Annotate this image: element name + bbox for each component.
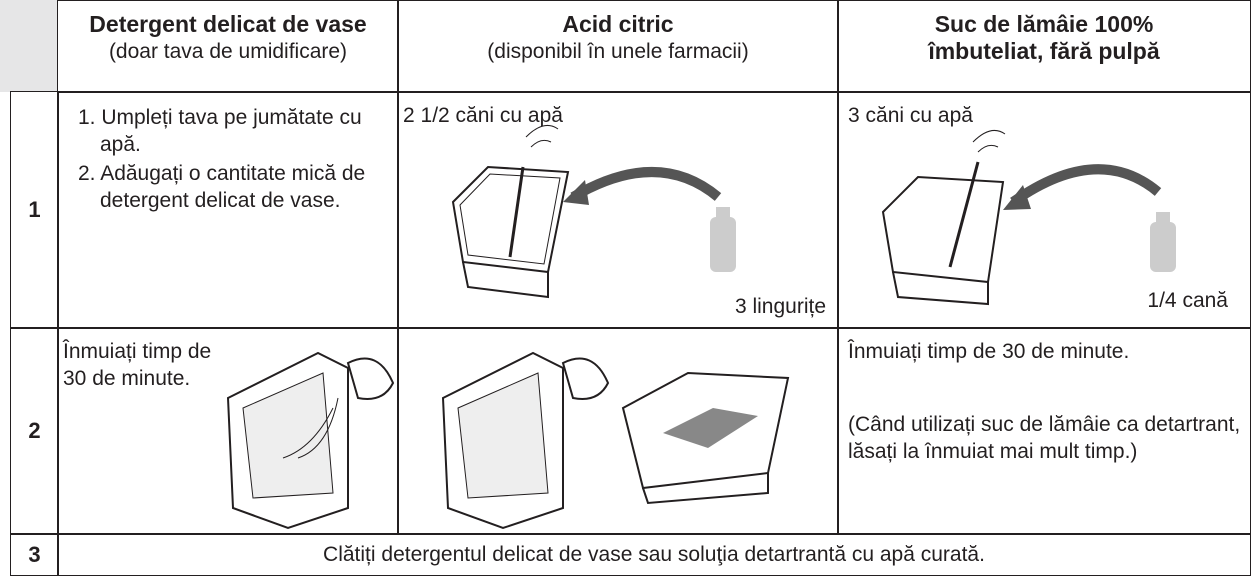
header-cell: Acid citric (disponibil în unele farmacii… [397, 0, 839, 93]
cell-text: Înmuiați timp de 30 de minute. [848, 340, 1130, 363]
row-number: 2 [10, 327, 59, 535]
cell: Înmuiați timp de 30 de minute. [57, 327, 399, 535]
header-cell: Suc de lămâie 100% îmbuteliat, fără pulp… [837, 0, 1251, 93]
amount-label: 3 lingurițe [734, 295, 826, 318]
steps: 1. Umpleți tava pe jumătate cu apă. 2. A… [78, 104, 390, 216]
header-subtitle: (disponibil în unele farmacii) [487, 40, 749, 63]
row-number: 3 [10, 533, 59, 576]
illustration [441, 351, 790, 530]
header-cell: Detergent delicat de vase (doar tava de u… [57, 0, 399, 93]
header-title: Acid citric [562, 11, 674, 37]
step: 2. Adăugați o cantitate mică de detergen… [78, 162, 366, 212]
header-title: Suc de lămâie 100% îmbuteliat, fără pulp… [928, 11, 1160, 64]
cell: 3 căni cu apă 1/4 cană [837, 91, 1251, 329]
illustration [451, 124, 736, 299]
humidifier [226, 351, 395, 530]
row-text: Clătiți detergentul delicat de vase sau … [57, 533, 1251, 576]
step: 1. Umpleți tava pe jumătate cu apă. [78, 106, 362, 156]
illustration [881, 129, 1176, 306]
cell-text: 3 căni cu apă [848, 104, 973, 127]
amount-label: 1/4 cană [1147, 289, 1228, 312]
cell: 2 1/2 căni cu apă 3 lingurițe [397, 91, 839, 329]
cell-note: (Când utilizați suc de lămâie ca detartr… [848, 413, 1241, 463]
header-title: Detergent delicat de vase [89, 11, 367, 37]
corner [0, 0, 57, 92]
cell [397, 327, 839, 535]
cell: 1. Umpleți tava pe jumătate cu apă. 2. A… [57, 91, 399, 329]
cell: Înmuiați timp de 30 de minute. (Când uti… [837, 327, 1251, 535]
cell-text: Înmuiați timp de 30 de minute. [63, 340, 212, 390]
header-subtitle: (doar tava de umidificare) [108, 40, 348, 63]
cell-text: 2 1/2 căni cu apă [403, 104, 563, 127]
row-number: 1 [10, 91, 59, 329]
